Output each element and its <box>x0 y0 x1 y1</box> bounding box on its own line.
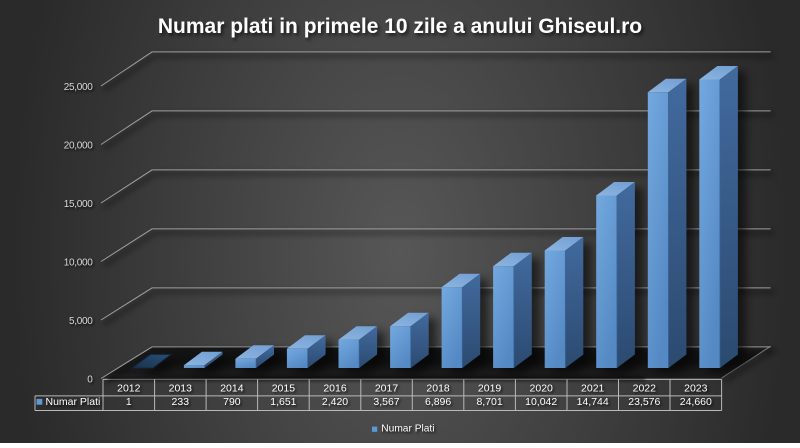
svg-text:2020: 2020 <box>530 382 554 394</box>
svg-text:Numar Plati: Numar Plati <box>381 424 434 435</box>
svg-text:1: 1 <box>126 396 132 408</box>
svg-text:Numar Plati: Numar Plati <box>46 396 101 408</box>
svg-text:2018: 2018 <box>426 382 450 394</box>
svg-text:15,000: 15,000 <box>64 199 94 210</box>
svg-text:2015: 2015 <box>272 382 296 394</box>
svg-text:2013: 2013 <box>169 382 193 394</box>
svg-text:23,576: 23,576 <box>628 396 660 408</box>
svg-text:2019: 2019 <box>478 382 502 394</box>
svg-text:2023: 2023 <box>684 382 708 394</box>
svg-text:25,000: 25,000 <box>64 82 94 93</box>
svg-text:Numar plati in primele 10 zile: Numar plati in primele 10 zile a anului … <box>158 15 642 38</box>
svg-text:233: 233 <box>172 396 190 408</box>
svg-text:24,660: 24,660 <box>680 396 712 408</box>
svg-text:2022: 2022 <box>633 382 657 394</box>
svg-text:10,042: 10,042 <box>525 396 557 408</box>
svg-text:5,000: 5,000 <box>69 316 93 327</box>
svg-text:10,000: 10,000 <box>64 257 94 268</box>
svg-text:20,000: 20,000 <box>64 140 94 151</box>
svg-text:6,896: 6,896 <box>425 396 451 408</box>
svg-text:2014: 2014 <box>220 382 244 394</box>
svg-text:2017: 2017 <box>375 382 399 394</box>
svg-text:14,744: 14,744 <box>577 396 609 408</box>
svg-text:8,701: 8,701 <box>476 396 502 408</box>
svg-text:2016: 2016 <box>323 382 347 394</box>
svg-text:3,567: 3,567 <box>373 396 399 408</box>
svg-text:1,651: 1,651 <box>270 396 296 408</box>
svg-text:2012: 2012 <box>117 382 141 394</box>
svg-text:2,420: 2,420 <box>322 396 348 408</box>
svg-text:790: 790 <box>223 396 241 408</box>
svg-text:2021: 2021 <box>581 382 605 394</box>
svg-text:0: 0 <box>87 374 93 385</box>
